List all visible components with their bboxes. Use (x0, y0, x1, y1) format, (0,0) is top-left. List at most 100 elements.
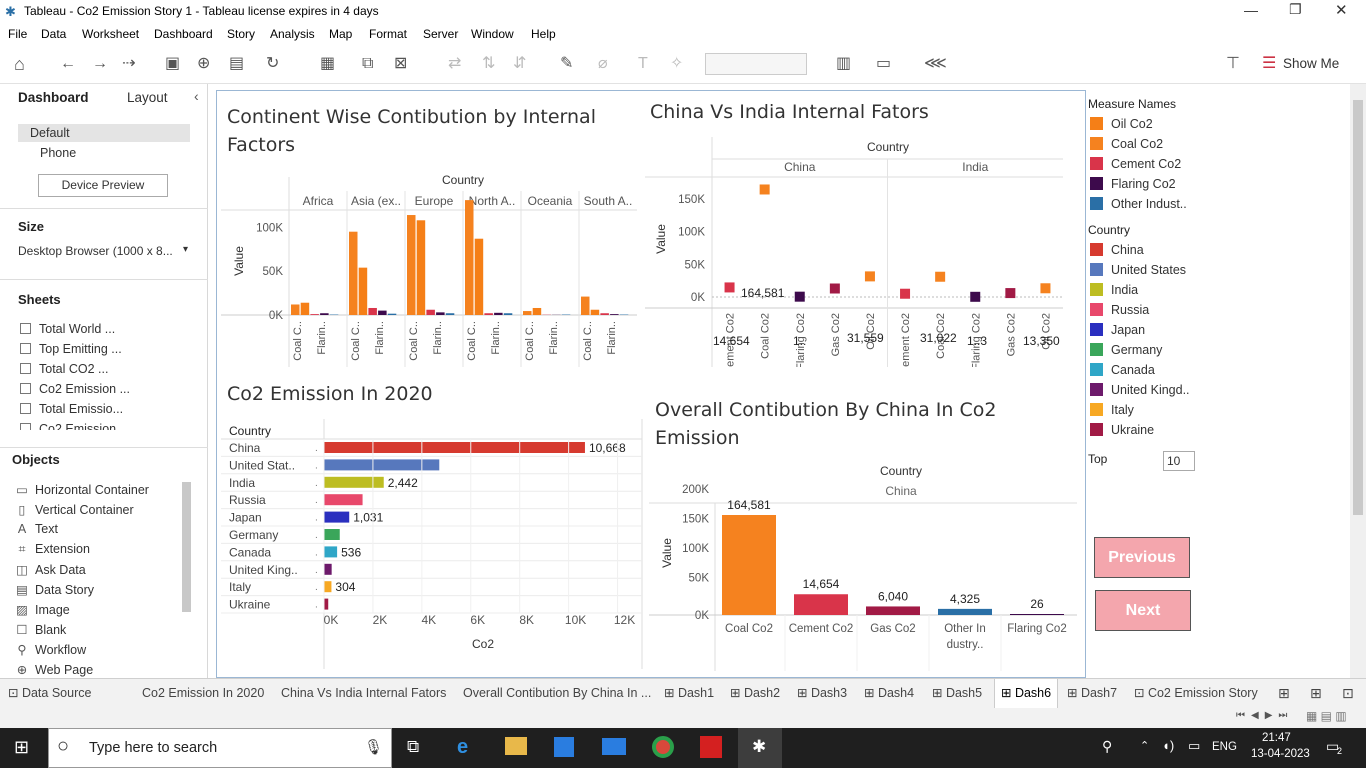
chart1-continent[interactable]: Country Value 100K 50K 0K Africa Coal C.. Flari… (221, 171, 639, 367)
legend-measure-item[interactable]: Cement Co2 (1090, 157, 1181, 171)
legend-country-item[interactable]: Russia (1090, 303, 1149, 317)
taskbar-search[interactable]: ○ Type here to search 🎙 (48, 728, 392, 768)
sort-desc-icon[interactable]: ⇵ (513, 55, 527, 72)
people-icon[interactable]: ⚲ (1102, 738, 1113, 754)
tab-dashboard[interactable]: ⊞ Dash7 (1067, 686, 1118, 700)
object-web-page[interactable]: ⊕ Web Page (16, 663, 94, 677)
legend-country-item[interactable]: China (1090, 243, 1144, 257)
device-preview-button[interactable]: Device Preview (38, 174, 168, 197)
show-me-button[interactable]: Show Me (1283, 56, 1340, 71)
menu-data[interactable]: Data (41, 27, 67, 41)
legend-country-item[interactable]: India (1090, 283, 1138, 297)
tab-dashboard[interactable]: ⊞ Dash5 (932, 686, 983, 700)
sheet-item[interactable]: Co2 Emission ... (20, 382, 130, 396)
legend-country-item[interactable]: Canada (1090, 363, 1155, 377)
object-image[interactable]: ▨ Image (16, 603, 70, 617)
save-icon[interactable]: ▣ (165, 55, 181, 72)
legend-country-item[interactable]: Germany (1090, 343, 1162, 357)
language-indicator[interactable]: ENG (1212, 741, 1237, 753)
object-ask-data[interactable]: ◫ Ask Data (16, 563, 86, 577)
sheet-item[interactable]: Total World ... (20, 322, 115, 336)
chart3-co2-2020[interactable]: Country China. 10,668 United Stat.. . India. 2… (221, 419, 645, 669)
scroll-thumb[interactable] (1353, 100, 1363, 515)
legend-country-item[interactable]: United States (1090, 263, 1186, 277)
tableau-taskbar-icon[interactable] (738, 728, 782, 768)
notification-icon[interactable]: ▭ (1326, 738, 1340, 754)
device-default[interactable]: Default (30, 126, 70, 140)
fit-dropdown[interactable] (705, 53, 807, 75)
volume-icon[interactable]: ◖) (1162, 738, 1175, 753)
menu-dashboard[interactable]: Dashboard (154, 27, 213, 41)
tab-sheet[interactable]: Co2 Emission In 2020 (142, 686, 265, 700)
redo-icon[interactable]: → (92, 55, 108, 72)
menu-worksheet[interactable]: Worksheet (82, 27, 140, 41)
legend-country-item[interactable]: Italy (1090, 403, 1134, 417)
top-n-input[interactable]: 10 (1163, 451, 1195, 471)
legend-country-item[interactable]: United Kingd.. (1090, 383, 1190, 397)
view-cards-icon[interactable]: ▥ (836, 55, 852, 72)
sheet-item[interactable]: Total Emissio... (20, 402, 123, 416)
store-icon[interactable] (554, 737, 574, 757)
tab-dashboard-active[interactable]: ⊞ Dash6 (994, 679, 1059, 708)
legend-measure-item[interactable]: Coal Co2 (1090, 137, 1163, 151)
tab-dashboard[interactable]: Dashboard (18, 90, 89, 105)
menu-story[interactable]: Story (227, 27, 256, 41)
sheet-item[interactable]: Top Emitting ... (20, 342, 122, 356)
object-data-story[interactable]: ▤ Data Story (16, 583, 95, 597)
object-workflow[interactable]: ⚲ Workflow (17, 643, 87, 657)
legend-measure-item[interactable]: Oil Co2 (1090, 117, 1153, 131)
clock-time[interactable]: 21:47 (1262, 732, 1291, 744)
tab-dashboard[interactable]: ⊞ Dash2 (730, 686, 781, 700)
chrome-icon[interactable] (652, 736, 674, 758)
pause-update-icon[interactable]: ▤ (229, 55, 245, 72)
menu-map[interactable]: Map (329, 27, 353, 41)
mail-icon[interactable] (602, 738, 626, 755)
menu-format[interactable]: Format (369, 27, 408, 41)
new-story-icon[interactable]: ⊡ (1342, 685, 1354, 701)
edge-icon[interactable]: e (457, 736, 469, 758)
menu-file[interactable]: File (8, 27, 28, 41)
tray-chevron-icon[interactable]: ⌃ (1140, 740, 1150, 752)
presentation-icon[interactable]: ▭ (876, 55, 892, 72)
tab-story[interactable]: ⊡ Co2 Emission Story (1134, 686, 1258, 700)
objects-scrollbar[interactable] (182, 482, 191, 612)
previous-button[interactable]: Previous (1094, 537, 1190, 578)
tab-sheet[interactable]: China Vs India Internal Fators (281, 686, 447, 700)
chart2-china-vs-india[interactable]: Country Value 150K 100K 50K 0K China Cement Co2… (645, 133, 1085, 367)
tab-sheet[interactable]: Overall Contibution By China In ... (463, 686, 652, 700)
task-view-icon[interactable]: ⧉ (407, 737, 420, 756)
sheet-item[interactable]: Co2 Emission (20, 422, 116, 430)
refresh-icon[interactable]: ↻ (266, 55, 280, 72)
battery-icon[interactable]: ▭ (1188, 738, 1201, 753)
search-input[interactable]: Type here to search (89, 740, 218, 756)
pin-icon[interactable]: ✧ (670, 55, 684, 72)
swap-icon[interactable]: ⇄ (448, 55, 462, 72)
close-icon[interactable]: ✕ (1335, 2, 1348, 19)
group-icon[interactable]: ⌀ (598, 55, 608, 72)
home-icon[interactable]: ⌂ (14, 54, 25, 74)
windows-start-icon[interactable]: ⊞ (14, 737, 30, 757)
labels-icon[interactable]: T (638, 55, 648, 72)
duplicate-icon[interactable]: ⧉ (362, 55, 374, 72)
clear-sheet-icon[interactable]: ⊠ (394, 55, 408, 72)
sort-asc-icon[interactable]: ⇅ (482, 55, 496, 72)
tab-data-source[interactable]: ⊡ Data Source (8, 686, 92, 700)
object-vertical-container[interactable]: ▯ Vertical Container (16, 502, 134, 517)
tab-dashboard[interactable]: ⊞ Dash1 (664, 686, 715, 700)
replay-icon[interactable]: ⇢ (122, 55, 136, 72)
menu-analysis[interactable]: Analysis (270, 27, 315, 41)
undo-icon[interactable]: ← (60, 55, 76, 72)
device-default-row[interactable] (18, 124, 190, 142)
tab-dashboard[interactable]: ⊞ Dash3 (797, 686, 848, 700)
tab-layout[interactable]: Layout (127, 90, 168, 105)
vertical-scrollbar[interactable] (1350, 84, 1366, 678)
grid-view-icon[interactable]: ▦ ▤ ▥ (1306, 709, 1347, 723)
share-icon[interactable]: ⋘ (924, 55, 947, 72)
file-explorer-icon[interactable] (505, 737, 527, 755)
legend-measure-item[interactable]: Flaring Co2 (1090, 177, 1176, 191)
object-text[interactable]: A Text (17, 522, 58, 536)
show-me-icon[interactable]: ☰ (1262, 55, 1277, 72)
next-button[interactable]: Next (1095, 590, 1191, 631)
legend-country-item[interactable]: Japan (1090, 323, 1145, 337)
legend-measure-item[interactable]: Other Indust.. (1090, 197, 1187, 211)
